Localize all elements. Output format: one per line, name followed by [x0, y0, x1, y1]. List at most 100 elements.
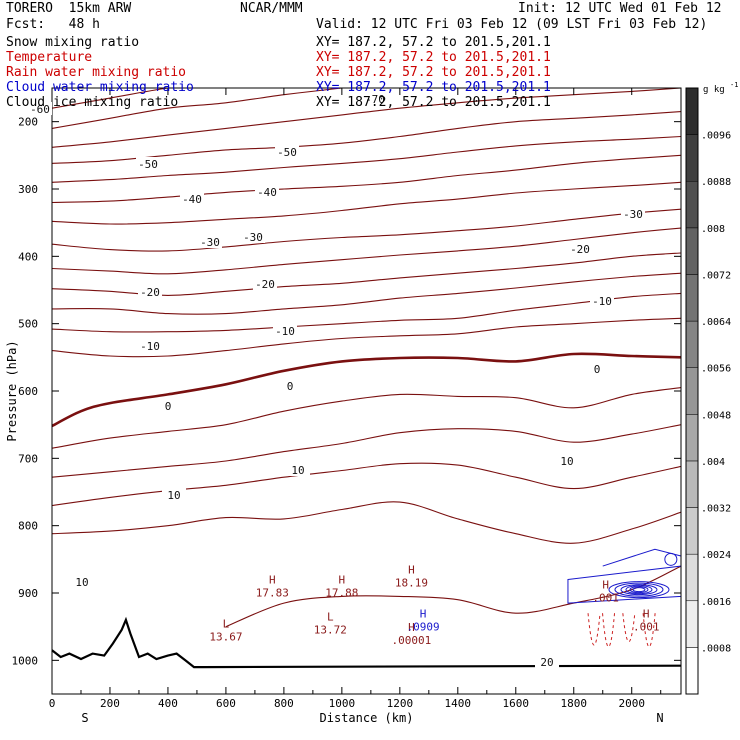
colorbar-segment	[685, 507, 699, 555]
extremum-marker: H	[339, 574, 346, 587]
colorbar-segment	[685, 87, 699, 135]
cloud-water-contour-5	[632, 587, 646, 593]
colorbar-tick-label: .0064	[701, 317, 731, 328]
temperature-contour-label: -40	[257, 186, 277, 199]
colorbar-unit: g kg	[703, 85, 725, 95]
extremum-value: 17.83	[256, 587, 289, 600]
field-xy-rain: XY= 187.2, 57.2 to 201.5,201.1	[316, 65, 551, 80]
contour-label-bg	[621, 207, 645, 220]
temperature-contour-13	[52, 352, 681, 428]
x-tick-label: 1800	[561, 697, 588, 710]
x-tick-label: 1600	[503, 697, 530, 710]
colorbar-tick-label: .0032	[701, 504, 731, 515]
temperature-contour-1	[52, 88, 347, 129]
contour-label-bg	[255, 185, 279, 198]
cloud-water-contour-3	[625, 585, 653, 595]
x-tick-label: 800	[274, 697, 294, 710]
temperature-contour-7	[52, 208, 681, 252]
temperature-contour-10	[52, 272, 681, 315]
temperature-contour-label: 10	[291, 464, 304, 477]
contour-label-bg	[585, 362, 609, 375]
colorbar-segment	[685, 414, 699, 462]
cloud-water-contour-2	[620, 584, 658, 596]
y-axis-label: Pressure (hPa)	[5, 340, 19, 441]
y-tick-label: 600	[18, 385, 38, 398]
field-xy-snow: XY= 187.2, 57.2 to 201.5,201.1	[316, 35, 551, 50]
rain-contour-1	[602, 613, 616, 648]
contour-label-bg	[590, 294, 614, 307]
temperature-contour-4	[52, 135, 681, 183]
contour-label-bg	[136, 157, 160, 170]
contour-label-bg	[241, 230, 265, 243]
colorbar-segment	[685, 460, 699, 508]
cloud-contours	[567, 548, 682, 648]
extremum-value: 13.72	[314, 624, 347, 637]
temperature-contour-8	[52, 227, 681, 275]
temperature-contour-14	[52, 387, 681, 449]
cloud-water-cell	[664, 552, 678, 566]
rain-contour-3	[642, 613, 656, 648]
extremum-marker: H	[269, 574, 276, 587]
plot-frame	[51, 87, 682, 695]
colorbar-tick-label: .0016	[701, 597, 731, 608]
temperature-contour-17	[52, 501, 681, 544]
temperature-contours	[52, 88, 681, 628]
colorbar-segment	[685, 274, 699, 322]
contour-label-bg	[275, 145, 299, 158]
x-tick-label: 1000	[329, 697, 356, 710]
endpoint-north: N	[656, 711, 663, 725]
temperature-contour-15	[52, 424, 681, 478]
contour-label-bg	[162, 488, 186, 501]
extremum-value: .00001	[392, 634, 432, 647]
extremum-marker: H	[602, 578, 609, 591]
extremum-marker: H	[643, 607, 650, 620]
colorbar-segment	[685, 227, 699, 275]
y-tick-label: 900	[18, 587, 38, 600]
contour-label-bg	[363, 92, 387, 105]
colorbar-segment	[685, 600, 699, 648]
field-label-cloud-ice: Cloud ice mixing ratio	[6, 95, 179, 110]
temperature-contour-label: -30	[623, 208, 643, 221]
colorbar-segment	[685, 320, 699, 368]
extremum-value: .001	[633, 620, 660, 633]
colorbar: .0008 .0016 .0024 .0032 .004 .0048 .0056 .0064.…	[685, 81, 738, 695]
colorbar-segment	[685, 134, 699, 182]
x-tick-label: 0	[49, 697, 56, 710]
temperature-contour-label: -50	[138, 158, 158, 171]
contour-label-bg	[253, 277, 277, 290]
x-tick-label: 200	[100, 697, 120, 710]
y-tick-label: 400	[18, 250, 38, 263]
y-tick-label: 1000	[12, 654, 39, 667]
temperature-contour-label: 0	[594, 363, 601, 376]
temperature-contour-3	[52, 111, 681, 164]
y-tick-label: 500	[18, 318, 38, 331]
plot-axes: 0 200 400 600 800 1000 1200 1400 1600 1800 2000200…	[5, 87, 682, 725]
contour-label-bg	[198, 235, 222, 248]
temperature-contour-5	[52, 154, 681, 204]
temperature-contour-label: 0	[165, 400, 172, 413]
cloud-water-contour-0	[608, 581, 670, 599]
temperature-contour-label: -20	[255, 278, 275, 291]
valid-time: Valid: 12 UTC Fri 03 Feb 12 (09 LST Fri …	[316, 17, 708, 32]
terrain-line	[51, 616, 682, 669]
temperature-contour-12	[52, 317, 681, 358]
temperature-contour-label: 20	[540, 656, 553, 669]
colorbar-segment	[685, 180, 699, 229]
contour-label-bg	[28, 102, 52, 115]
extremum-marker: L	[327, 611, 334, 624]
extremum-value: .001	[592, 591, 619, 604]
contour-label-bg	[180, 192, 204, 205]
extremum-marker: H	[420, 607, 427, 620]
y-tick-label: 200	[18, 116, 38, 129]
field-xy-cloud-ice: XY= 187.2, 57.2 to 201.5,201.1	[316, 95, 551, 110]
x-axis-label: Distance (km)	[320, 711, 414, 725]
contour-label-bg	[156, 399, 180, 412]
terrain	[51, 616, 682, 669]
cloud-water-contour-4	[629, 586, 649, 594]
temperature-contour-label: -10	[275, 325, 295, 338]
y-tick-label: 800	[18, 520, 38, 533]
colorbar-tick-label: .008	[701, 224, 725, 235]
rain-contour-2	[622, 613, 636, 642]
field-xy-temperature: XY= 187.2, 57.2 to 201.5,201.1	[316, 50, 551, 65]
x-tick-label: 400	[158, 697, 178, 710]
